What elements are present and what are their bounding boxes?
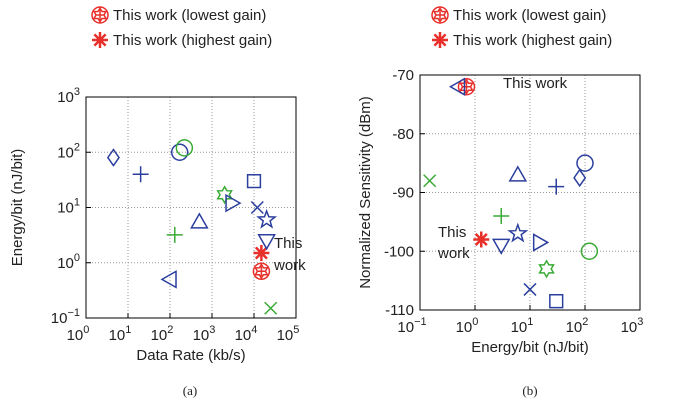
legend-label: This work (highest gain) <box>453 32 612 49</box>
data-point <box>548 178 565 195</box>
data-point <box>523 282 537 296</box>
y-tick-label: 102 <box>57 141 80 161</box>
data-point <box>473 231 490 248</box>
x-tick-label: 103 <box>193 324 216 344</box>
data-point <box>253 245 270 262</box>
x-tick-label: 105 <box>277 324 300 344</box>
data-point <box>160 270 177 289</box>
data-point <box>175 139 194 157</box>
data-point <box>250 200 264 215</box>
annotation: This <box>274 235 302 252</box>
data-point <box>538 259 555 279</box>
y-tick-label: -80 <box>392 126 414 143</box>
data-point <box>106 148 120 167</box>
annotation: work <box>273 257 306 274</box>
x-tick-label: 103 <box>621 316 644 336</box>
data-point <box>190 212 209 229</box>
caption: (b) <box>522 383 537 398</box>
data-point <box>256 208 278 229</box>
data-point <box>166 226 183 243</box>
data-point <box>246 173 262 189</box>
data-point <box>573 168 587 188</box>
x-tick-label: 102 <box>151 324 174 344</box>
data-point <box>257 234 276 251</box>
data-point <box>170 143 189 161</box>
y-tick-label: 100 <box>57 252 80 272</box>
y-tick-label: -110 <box>385 302 414 319</box>
y-tick-label: 103 <box>57 86 80 106</box>
legend-label: This work (highest gain) <box>113 32 272 49</box>
annotation: This <box>438 224 466 241</box>
x-tick-label: 102 <box>566 316 589 336</box>
data-point <box>264 301 278 315</box>
plot-frame <box>85 96 297 319</box>
legend-marker <box>432 32 448 48</box>
data-point <box>493 208 510 224</box>
plot-frame <box>419 74 641 311</box>
x-tick-label: 100 <box>67 324 90 344</box>
y-axis-label: Energy/bit (nJ/bit) <box>9 149 26 267</box>
data-point <box>507 222 529 243</box>
data-point <box>423 174 437 188</box>
caption: (a) <box>183 383 197 398</box>
y-tick-label: -100 <box>384 243 414 260</box>
data-point <box>549 294 564 309</box>
y-tick-label: -70 <box>392 67 414 84</box>
x-tick-label: 101 <box>511 316 534 336</box>
data-point <box>252 262 271 280</box>
data-point <box>508 165 528 182</box>
data-point <box>225 193 242 213</box>
data-point <box>132 166 149 183</box>
data-point <box>491 238 511 255</box>
x-tick-label: 101 <box>109 324 132 344</box>
legend-label: This work (lowest gain) <box>113 7 266 24</box>
data-point <box>448 77 466 97</box>
x-axis-label: Data Rate (kb/s) <box>136 347 245 364</box>
data-point <box>457 78 476 96</box>
data-point <box>576 154 594 172</box>
y-tick-label: 101 <box>57 197 80 217</box>
x-axis-label: Energy/bit (nJ/bit) <box>471 339 589 356</box>
legend-marker <box>91 6 109 24</box>
legend-label: This work (lowest gain) <box>453 7 606 24</box>
x-tick-label: 104 <box>235 324 258 344</box>
legend-marker <box>431 6 449 24</box>
data-point <box>580 242 599 260</box>
x-tick-label: 100 <box>456 316 479 336</box>
y-tick-label: -90 <box>392 185 414 202</box>
legend-marker <box>92 32 108 48</box>
y-axis-label: Normalized Sensitivity (dBm) <box>357 96 374 289</box>
data-point <box>216 185 233 205</box>
y-tick-label: 10−1 <box>51 307 80 327</box>
x-tick-label: 10−1 <box>397 316 426 336</box>
annotation: work <box>437 245 470 262</box>
annotation: This work <box>503 75 568 92</box>
data-point <box>532 233 550 252</box>
